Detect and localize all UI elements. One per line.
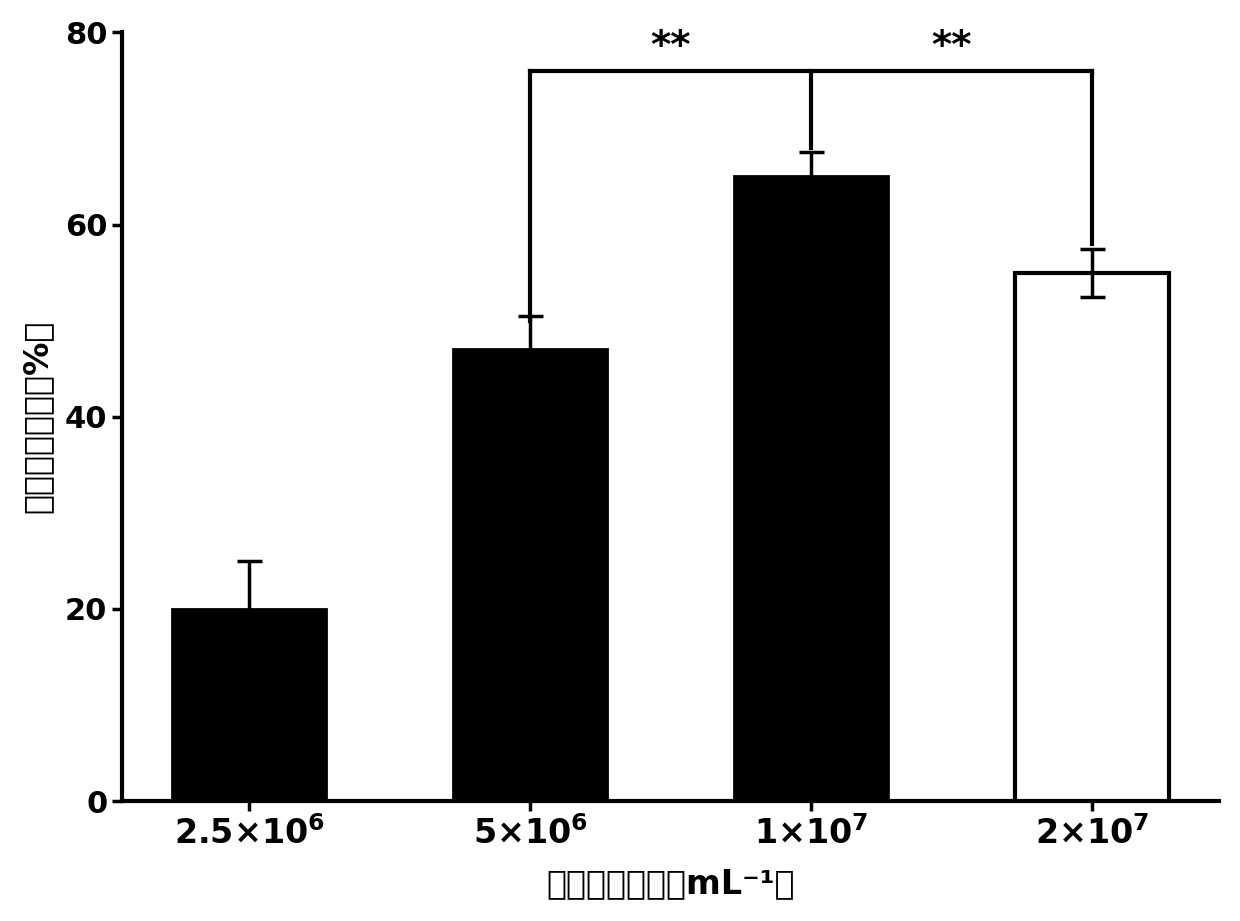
Bar: [1014, 273, 1169, 801]
Bar: [172, 609, 326, 801]
Bar: [734, 177, 888, 801]
Y-axis label: 单细胞捕获率（%）: 单细胞捕获率（%）: [21, 320, 53, 513]
Text: **: **: [650, 28, 691, 66]
X-axis label: 细胞悬液密度（mL⁻¹）: 细胞悬液密度（mL⁻¹）: [547, 868, 795, 900]
Bar: [453, 349, 608, 801]
Text: **: **: [931, 28, 972, 66]
